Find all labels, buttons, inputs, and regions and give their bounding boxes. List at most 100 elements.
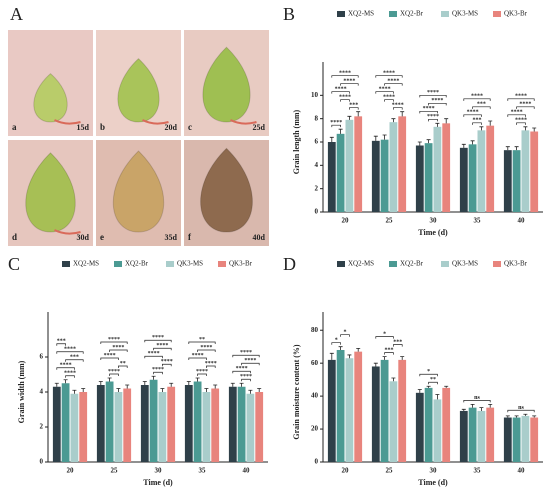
bar	[530, 417, 539, 462]
error-bar	[373, 135, 378, 141]
error-bar	[186, 381, 191, 385]
legend-swatch	[441, 11, 449, 17]
error-bar	[248, 389, 253, 394]
bar	[415, 145, 424, 212]
y-tick-label: 20	[311, 425, 319, 433]
significance-bracket	[232, 354, 260, 358]
bar	[424, 387, 433, 462]
error-bar	[195, 377, 200, 382]
significance-bracket	[349, 107, 359, 110]
significance-label: ****	[335, 87, 347, 93]
error-bar	[488, 403, 493, 408]
bar	[167, 386, 176, 462]
significance-label: ****	[379, 87, 391, 93]
bar	[149, 379, 158, 462]
significance-label: ****	[330, 120, 342, 126]
x-tick-label: 25	[111, 467, 119, 475]
significance-label: *	[427, 369, 430, 375]
bar	[468, 144, 477, 212]
error-bar	[98, 381, 103, 385]
bar	[70, 393, 79, 462]
y-tick-label: 6	[40, 353, 44, 361]
significance-bracket	[331, 342, 341, 345]
error-bar	[391, 377, 396, 382]
error-bar	[142, 381, 147, 385]
error-bar	[338, 346, 343, 350]
bar	[398, 116, 407, 212]
bar	[442, 387, 451, 462]
significance-label: ****	[427, 90, 439, 96]
legend-swatch	[114, 261, 122, 267]
significance-bracket	[384, 83, 403, 86]
bar	[503, 150, 512, 212]
error-bar	[391, 118, 396, 123]
error-bar	[329, 136, 334, 142]
significance-bracket	[340, 99, 350, 102]
significance-bracket	[516, 122, 526, 125]
bar	[255, 392, 264, 462]
y-tick-label: 0	[40, 458, 44, 466]
error-bar	[257, 388, 262, 392]
legend-label: QK3-MS	[452, 260, 478, 268]
error-bar	[107, 377, 112, 382]
error-bar	[505, 415, 510, 418]
significance-bracket	[463, 400, 491, 403]
bar	[512, 417, 521, 462]
bar	[424, 143, 433, 212]
bar	[193, 381, 202, 462]
bar	[184, 385, 193, 462]
y-tick-label: 0	[315, 458, 319, 466]
bar	[114, 392, 123, 462]
significance-bracket	[507, 98, 535, 101]
error-bar	[417, 141, 422, 146]
significance-label: ****	[64, 347, 76, 353]
photo-letter: a	[12, 122, 17, 132]
x-tick-label: 40	[243, 467, 251, 475]
y-tick-label: 40	[311, 392, 319, 400]
significance-label: ****	[108, 337, 120, 343]
error-bar	[356, 347, 361, 352]
error-bar	[347, 354, 352, 359]
error-bar	[151, 375, 156, 380]
photo-age: 30d	[77, 233, 90, 242]
significance-label: *	[344, 330, 347, 336]
bar	[477, 130, 486, 212]
photo-letter: c	[188, 122, 192, 132]
x-tick-label: 35	[474, 217, 482, 225]
significance-label: ***	[385, 347, 394, 353]
significance-bracket	[340, 83, 359, 86]
significance-label: ****	[427, 114, 439, 120]
bar	[158, 392, 167, 462]
significance-bracket	[375, 336, 394, 339]
significance-label: ***	[57, 339, 66, 345]
significance-bracket	[419, 373, 438, 377]
significance-label: ****	[515, 118, 527, 124]
significance-bracket	[507, 409, 535, 413]
significance-bracket	[419, 94, 447, 98]
bar	[211, 388, 220, 462]
significance-label: ****	[240, 350, 252, 356]
legend-swatch	[493, 261, 501, 267]
error-bar	[514, 146, 519, 151]
bar	[389, 381, 398, 462]
stem	[142, 119, 169, 125]
photo-age: 40d	[253, 233, 266, 242]
bar	[336, 350, 345, 462]
significance-bracket	[65, 375, 75, 378]
photo-age: 15d	[77, 123, 90, 132]
significance-bracket	[516, 106, 535, 109]
photo-letter: e	[100, 232, 104, 242]
error-bar	[514, 415, 519, 418]
photo-age: 25d	[253, 123, 266, 132]
error-bar	[532, 127, 537, 132]
significance-bracket	[463, 114, 482, 117]
significance-bracket	[206, 365, 216, 368]
photo-letter: b	[100, 122, 105, 132]
significance-label: ****	[156, 343, 168, 349]
significance-bracket	[375, 91, 394, 94]
significance-bracket	[153, 347, 172, 351]
bar	[61, 383, 70, 462]
significance-label: ****	[60, 363, 72, 369]
significance-label: ns	[518, 405, 524, 411]
error-bar	[116, 388, 121, 392]
